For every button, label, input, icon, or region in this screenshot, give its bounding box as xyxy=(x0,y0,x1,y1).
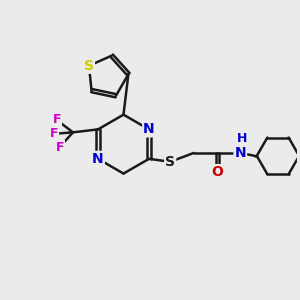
Text: F: F xyxy=(56,141,64,154)
Text: N: N xyxy=(143,122,155,136)
Text: S: S xyxy=(84,59,94,73)
Text: N: N xyxy=(235,146,246,160)
Text: F: F xyxy=(52,113,61,127)
Text: O: O xyxy=(212,165,223,179)
Text: N: N xyxy=(92,152,104,166)
Text: S: S xyxy=(165,155,175,169)
Text: F: F xyxy=(50,127,58,140)
Text: H: H xyxy=(237,132,247,145)
